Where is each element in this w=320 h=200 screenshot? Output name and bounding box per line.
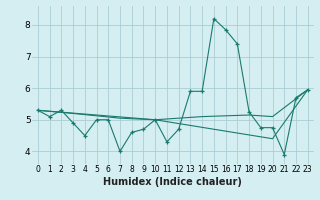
X-axis label: Humidex (Indice chaleur): Humidex (Indice chaleur) <box>103 177 242 187</box>
